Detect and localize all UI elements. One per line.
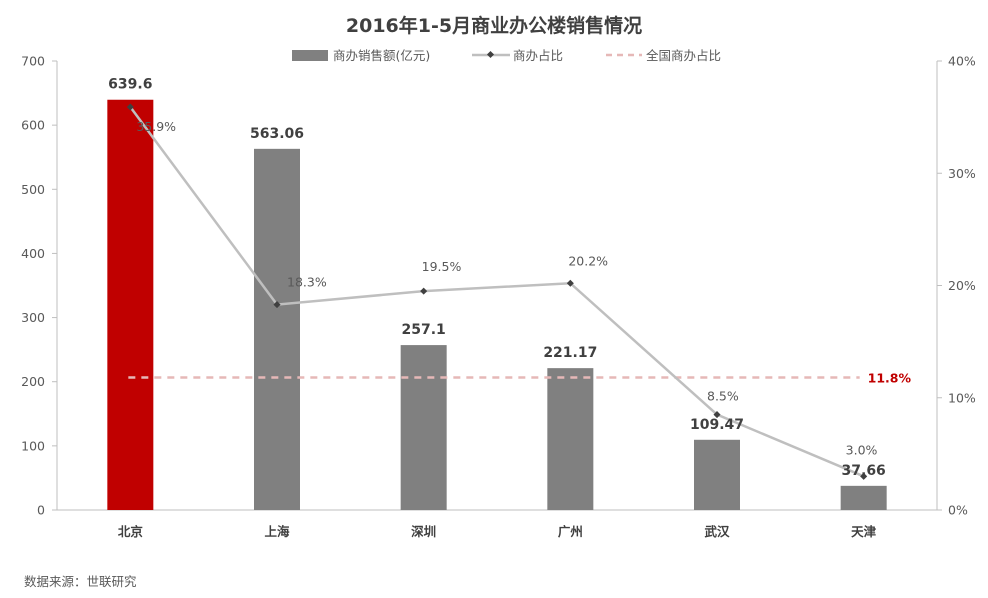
- legend-ref-label: 全国商办占比: [646, 48, 721, 63]
- share-line: [129, 106, 865, 478]
- share-value-label: 20.2%: [568, 253, 608, 268]
- share-marker: [273, 301, 281, 309]
- legend-bar-swatch: [292, 50, 328, 61]
- right-tick-label: 20%: [948, 278, 976, 293]
- bar-value-label: 109.47: [690, 417, 744, 433]
- legend-bar-label: 商办销售额(亿元): [333, 48, 430, 63]
- bar: [107, 99, 154, 511]
- left-tick-label: 0: [37, 503, 45, 518]
- share-marker: [126, 103, 134, 111]
- share-marker: [860, 472, 868, 480]
- right-tick-label: 40%: [948, 54, 976, 69]
- share-marker: [420, 287, 428, 295]
- right-axis-ticks: 0% 10% 20% 30% 40%: [937, 54, 976, 518]
- right-tick-label: 0%: [948, 503, 968, 518]
- share-value-label: 19.5%: [422, 259, 462, 274]
- bar-value-label: 221.17: [543, 345, 597, 361]
- bar: [254, 148, 300, 511]
- right-tick-label: 30%: [948, 166, 976, 181]
- legend-line-label: 商办占比: [513, 48, 563, 63]
- category-label: 上海: [264, 524, 290, 539]
- share-marker: [713, 411, 721, 419]
- share-value-label: 35.9%: [136, 119, 176, 134]
- share-value-label: 18.3%: [287, 275, 327, 290]
- share-line-group: [126, 103, 868, 480]
- left-tick-label: 100: [21, 438, 45, 453]
- bar: [400, 345, 447, 510]
- bar-value-label: 639.6: [108, 77, 152, 93]
- left-tick-label: 700: [21, 54, 45, 69]
- bar-value-label: 257.1: [402, 322, 446, 338]
- share-value-label: 8.5%: [707, 389, 739, 404]
- category-labels: 北京 上海 深圳 广州 武汉 天津: [118, 524, 877, 539]
- bar: [547, 368, 594, 510]
- category-label: 天津: [851, 524, 877, 539]
- bar: [694, 439, 740, 510]
- source-note: 数据来源：世联研究: [24, 574, 137, 589]
- share-value-labels: 35.9% 18.3% 19.5% 20.2% 8.5% 3.0%: [136, 119, 877, 457]
- reference-value-label: 11.8%: [868, 371, 912, 386]
- bar-value-labels: 639.6 563.06 257.1 221.17 109.47 37.66: [108, 77, 886, 479]
- reference-line-group: 11.8%: [128, 371, 912, 386]
- right-tick-label: 10%: [948, 390, 976, 405]
- left-tick-label: 600: [21, 118, 45, 133]
- bar-value-label: 37.66: [842, 463, 886, 479]
- bars: [107, 99, 887, 511]
- category-label: 武汉: [704, 524, 730, 539]
- left-tick-label: 200: [21, 374, 45, 389]
- category-label: 北京: [118, 524, 144, 539]
- left-tick-label: 500: [21, 182, 45, 197]
- left-tick-label: 400: [21, 246, 45, 261]
- category-label: 深圳: [411, 524, 436, 539]
- share-marker: [566, 279, 574, 287]
- legend: 商办销售额(亿元) 商办占比 全国商办占比: [292, 48, 721, 63]
- share-value-label: 3.0%: [846, 442, 878, 457]
- left-tick-label: 300: [21, 310, 45, 325]
- left-axis-ticks: 0 100 200 300 400 500 600 700: [21, 54, 57, 518]
- bar: [840, 485, 887, 510]
- chart-title: 2016年1-5月商业办公楼销售情况: [346, 14, 642, 37]
- legend-line-marker: [486, 50, 495, 59]
- category-label: 广州: [558, 524, 583, 539]
- bar-value-label: 563.06: [250, 126, 304, 142]
- axes: [56, 61, 938, 511]
